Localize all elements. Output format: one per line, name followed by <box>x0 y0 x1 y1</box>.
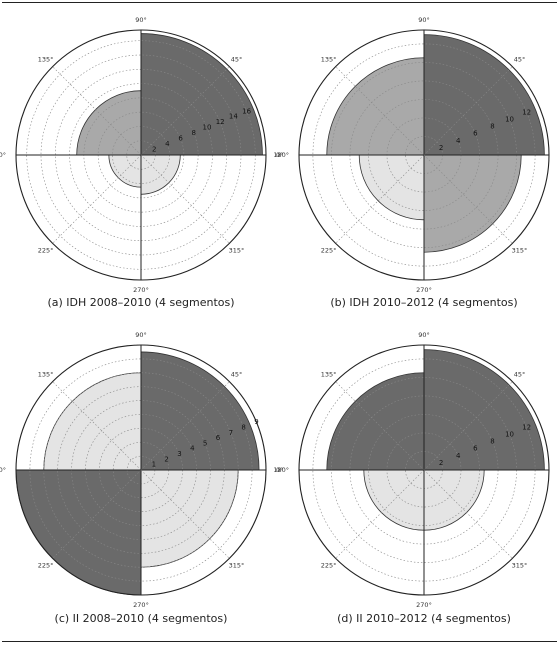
angle-label: 315° <box>229 246 245 254</box>
radial-tick-label: 9 <box>254 418 258 426</box>
angle-label: 45° <box>514 56 526 64</box>
angle-label: 270° <box>133 286 149 294</box>
angle-label: 90° <box>135 331 147 339</box>
radial-tick-label: 6 <box>216 434 221 442</box>
angle-label: 180° <box>273 151 289 159</box>
angle-label: 225° <box>321 246 337 254</box>
radial-tick-label: 2 <box>439 459 443 467</box>
radial-tick-label: 10 <box>505 431 514 439</box>
radial-tick-label: 2 <box>164 455 168 463</box>
radial-tick-label: 4 <box>165 140 170 148</box>
angle-label: 180° <box>273 466 289 474</box>
radial-tick-label: 3 <box>177 450 181 458</box>
radial-tick-label: 6 <box>473 130 478 138</box>
angle-label: 90° <box>135 16 147 24</box>
angle-label: 180° <box>0 151 6 159</box>
angle-label: 0° <box>276 466 283 474</box>
radial-tick-label: 6 <box>178 135 183 143</box>
radial-tick-label: 4 <box>456 137 461 145</box>
outer-circle <box>298 344 550 596</box>
radial-tick-label: 12 <box>522 108 531 116</box>
radial-tick-label: 6 <box>473 445 478 453</box>
angle-label: 135° <box>38 371 54 379</box>
caption-a: (a) IDH 2008–2010 (4 segmentos) <box>47 296 235 309</box>
angle-label: 225° <box>38 246 54 254</box>
radial-tick-label: 14 <box>229 113 238 121</box>
angle-label: 45° <box>514 371 526 379</box>
angle-label: 315° <box>512 561 528 569</box>
angle-label: 135° <box>38 56 54 64</box>
angle-label: 90° <box>418 16 430 24</box>
angle-label: 315° <box>229 561 245 569</box>
angle-label: 270° <box>416 601 432 609</box>
radial-tick-label: 8 <box>490 438 494 446</box>
angle-label: 315° <box>512 246 528 254</box>
radial-tick-label: 10 <box>203 124 212 132</box>
angle-label: 0° <box>276 151 283 159</box>
radial-tick-label: 4 <box>190 445 195 453</box>
angle-label: 90° <box>418 331 430 339</box>
sector-90-180 <box>326 372 425 471</box>
radial-tick-label: 12 <box>522 423 531 431</box>
radial-tick-label: 1 <box>152 461 156 469</box>
angle-label: 180° <box>0 466 6 474</box>
radial-tick-label: 5 <box>203 439 207 447</box>
angle-label: 45° <box>231 371 243 379</box>
radial-tick-label: 7 <box>229 429 233 437</box>
bottom-rule <box>2 641 557 642</box>
caption-d: (d) II 2010–2012 (4 segmentos) <box>337 612 511 625</box>
sector-90-180 <box>326 57 425 156</box>
caption-b: (b) IDH 2010–2012 (4 segmentos) <box>330 296 518 309</box>
angle-label: 225° <box>321 561 337 569</box>
radial-tick-label: 10 <box>505 116 514 124</box>
caption-c: (c) II 2008–2010 (4 segmentos) <box>54 612 228 625</box>
angle-label: 270° <box>133 601 149 609</box>
radial-tick-label: 8 <box>241 423 245 431</box>
top-rule <box>2 2 557 3</box>
radial-tick-label: 2 <box>152 146 156 154</box>
radial-tick-label: 12 <box>216 118 225 126</box>
angle-label: 225° <box>38 561 54 569</box>
radial-tick-label: 4 <box>456 452 461 460</box>
outer-circle <box>15 29 267 281</box>
outer-circle <box>298 29 550 281</box>
angle-label: 270° <box>416 286 432 294</box>
outer-circle <box>15 344 267 596</box>
radial-tick-label: 8 <box>192 129 196 137</box>
radial-tick-label: 16 <box>242 107 251 115</box>
angle-label: 135° <box>321 56 337 64</box>
radial-tick-label: 8 <box>490 123 494 131</box>
sector-270-360 <box>423 154 522 253</box>
radial-tick-label: 2 <box>439 144 443 152</box>
angle-label: 45° <box>231 56 243 64</box>
angle-label: 135° <box>321 371 337 379</box>
